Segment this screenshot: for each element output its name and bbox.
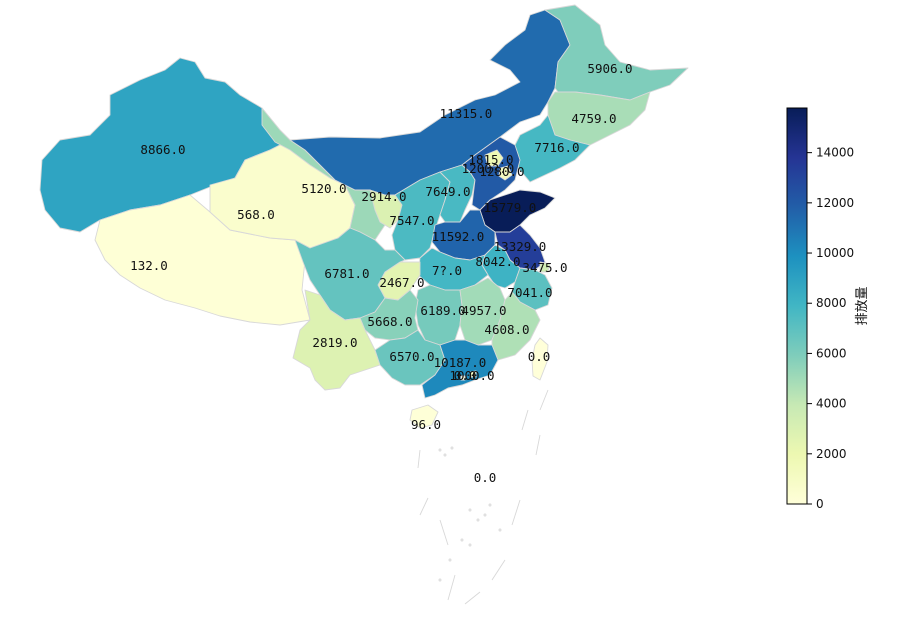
value-label-hongkong: 1000.0 xyxy=(449,368,494,383)
value-label-macau: 0.0 xyxy=(454,368,477,383)
value-label-beijing: 1815.0 xyxy=(468,152,513,167)
value-label-hainan: 96.0 xyxy=(411,417,441,432)
value-label-jiangsu: 13329.0 xyxy=(494,239,547,254)
value-label-inner-mongolia: 11315.0 xyxy=(440,106,493,121)
value-label-liaoning: 7716.0 xyxy=(534,140,579,155)
colorbar-tick-label: 14000 xyxy=(816,146,854,160)
value-label-south-sea: 0.0 xyxy=(474,470,497,485)
colorbar-tick-label: 8000 xyxy=(816,296,847,310)
value-label-guizhou: 5668.0 xyxy=(367,314,412,329)
value-label-fujian: 4608.0 xyxy=(484,322,529,337)
value-label-guangxi: 6570.0 xyxy=(389,349,434,364)
value-labels: 8866.0 132.0 568.0 5120.0 11315.0 5906.0 4759.… xyxy=(130,61,632,485)
value-label-qinghai: 568.0 xyxy=(237,207,275,222)
colorbar-tick-label: 12000 xyxy=(816,196,854,210)
region-heilongjiang xyxy=(544,4,689,101)
colorbar-tick-label: 0 xyxy=(816,497,824,511)
colorbar-tick-label: 2000 xyxy=(816,447,847,461)
value-label-tibet: 132.0 xyxy=(130,258,168,273)
region-fujian xyxy=(491,291,541,361)
region-shanghai xyxy=(539,261,551,273)
colorbar-tick-label: 10000 xyxy=(816,246,854,260)
value-label-taiwan: 0.0 xyxy=(528,349,551,364)
value-label-guangdong: 10187.0 xyxy=(434,355,487,370)
region-hongkong xyxy=(469,370,477,378)
region-taiwan xyxy=(531,337,549,381)
value-label-hunan: 6189.0 xyxy=(420,303,465,318)
region-yunnan xyxy=(292,289,381,391)
region-south-sea xyxy=(417,389,549,605)
region-hebei xyxy=(461,136,521,211)
region-hainan xyxy=(409,404,439,429)
colorbar-gradient xyxy=(786,107,808,505)
value-label-shanxi: 7649.0 xyxy=(425,184,470,199)
value-label-gansu: 5120.0 xyxy=(301,181,346,196)
value-label-sichuan: 6781.0 xyxy=(324,266,369,281)
value-label-hubei: 7?.0 xyxy=(432,263,462,278)
regions-layer xyxy=(39,4,689,605)
value-label-heilongjiang: 5906.0 xyxy=(587,61,632,76)
region-tianjin xyxy=(498,165,513,181)
region-guizhou xyxy=(359,289,419,341)
region-guangdong xyxy=(421,339,499,399)
value-label-hebei: 1200?.0 xyxy=(462,161,515,176)
value-label-shanghai: 3475.0 xyxy=(522,260,567,275)
value-label-zhejiang: 7041.0 xyxy=(507,285,552,300)
value-label-jiangxi: 4957.0 xyxy=(461,303,506,318)
region-macau xyxy=(460,375,466,381)
value-label-chongqing: 2467.0 xyxy=(379,275,424,290)
value-label-xinjiang: 8866.0 xyxy=(140,142,185,157)
value-label-jilin: 4759.0 xyxy=(571,111,616,126)
value-label-tianjin: 1280.0 xyxy=(479,164,524,179)
colorbar-ticks: 0 2000 4000 6000 8000 10000 12000 14000 xyxy=(807,146,854,511)
value-label-yunnan: 2819.0 xyxy=(312,335,357,350)
value-label-anhui: 8042.0 xyxy=(475,254,520,269)
colorbar-tick-label: 4000 xyxy=(816,397,847,411)
region-hunan xyxy=(414,284,463,346)
colorbar: 0 2000 4000 6000 8000 10000 12000 14000 排放量 xyxy=(786,107,870,511)
region-liaoning xyxy=(509,114,591,183)
colorbar-label: 排放量 xyxy=(855,286,870,325)
value-label-ningxia: 2914.0 xyxy=(361,189,406,204)
value-label-henan: 11592.0 xyxy=(432,229,485,244)
value-label-shaanxi: 7547.0 xyxy=(389,213,434,228)
region-beijing xyxy=(484,149,504,167)
colorbar-tick-label: 6000 xyxy=(816,346,847,360)
value-label-shandong: 15779.0 xyxy=(484,200,537,215)
